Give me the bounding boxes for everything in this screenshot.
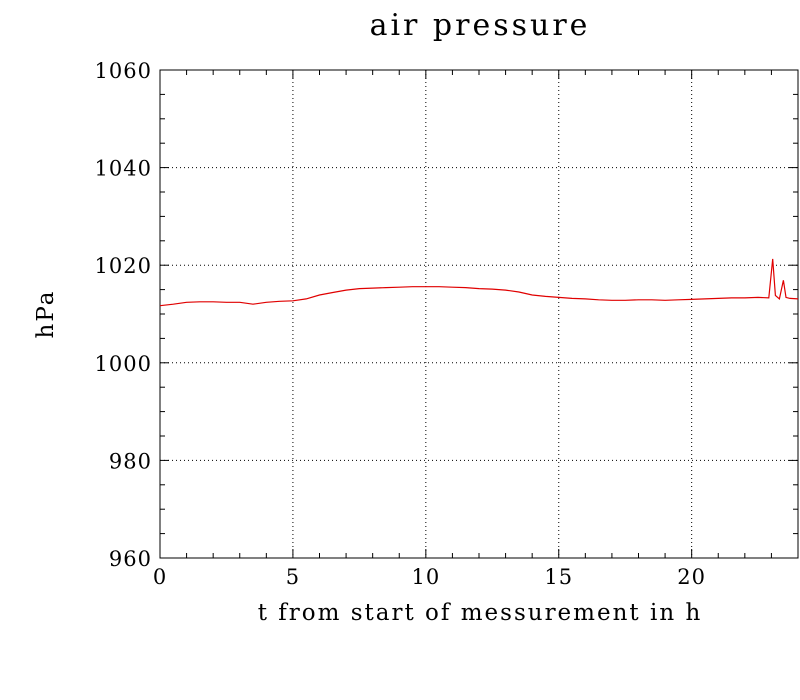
x-tick-label: 15 [544, 565, 573, 589]
y-axis-label: hPa [33, 290, 59, 339]
x-tick-label: 20 [677, 565, 706, 589]
y-tick-label: 1060 [95, 59, 152, 83]
x-tick-label: 0 [153, 565, 167, 589]
tick-label-layer: 0 5 10 15 20 960 980 1000 1020 1040 1060 [95, 59, 706, 589]
y-tick-label: 1000 [95, 352, 152, 376]
series-line-air-pressure [159, 258, 799, 307]
y-tick-label: 980 [109, 449, 152, 473]
chart-title: air pressure [370, 8, 591, 43]
tick-layer [159, 69, 799, 559]
x-tick-label: 5 [286, 565, 300, 589]
x-tick-label: 10 [411, 565, 440, 589]
plot-frame [159, 69, 799, 559]
grid-layer [160, 70, 798, 558]
y-tick-label: 960 [109, 547, 152, 571]
y-tick-label: 1040 [95, 157, 152, 181]
x-axis-label: t from start of messurement in h [258, 600, 703, 626]
y-tick-label: 1020 [95, 254, 152, 278]
